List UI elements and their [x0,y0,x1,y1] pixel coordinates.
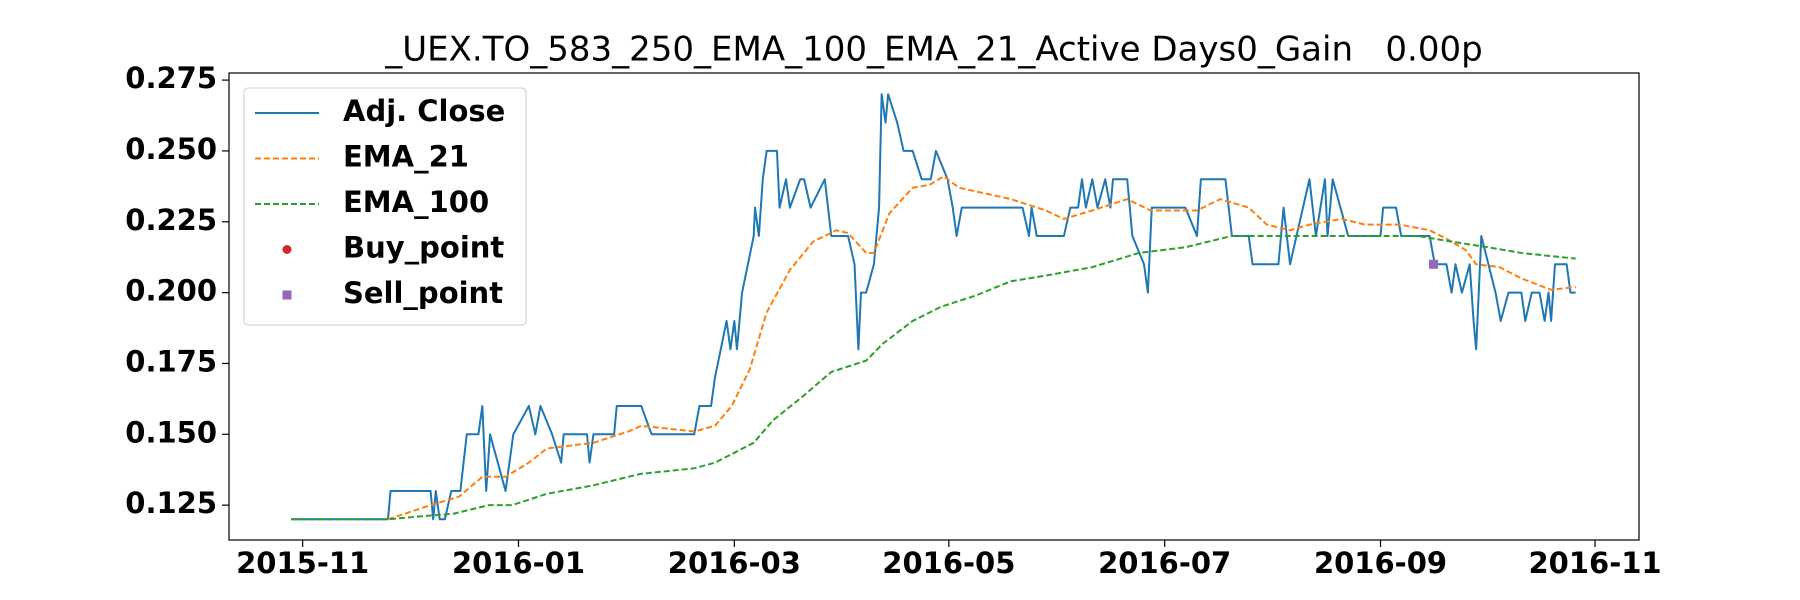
series-line [387,175,1576,521]
legend-label: EMA_21 [343,140,469,174]
y-tick-label: 0.200 [125,274,217,308]
y-tick-label: 0.125 [125,486,217,520]
x-tick-label: 2015-11 [236,546,369,580]
y-tick-label: 0.225 [125,203,217,237]
legend-box [243,87,527,326]
x-tick-label: 2016-11 [1529,546,1662,580]
x-tick-label: 2016-03 [668,546,801,580]
legend-label: Adj. Close [343,94,505,128]
legend-label: Sell_point [343,276,503,310]
y-tick-label: 0.150 [125,415,217,449]
x-tick-label: 2016-07 [1098,546,1231,580]
chart-title: _UEX.TO_583_250_EMA_100_EMA_21_Active Da… [384,30,1482,70]
x-tick-label: 2016-05 [882,546,1015,580]
data-point [1429,259,1439,269]
legend-swatch [282,290,292,300]
y-tick-label: 0.175 [125,344,217,378]
y-tick-label: 0.250 [125,132,217,166]
plot-area [291,93,1576,521]
series-line [291,93,1576,521]
legend: Adj. Close EMA_21 EMA_100 Buy_point Sell_poi… [243,87,527,326]
x-tick-label: 2016-09 [1314,546,1447,580]
y-tick-label: 0.275 [125,61,217,95]
x-tick-label: 2016-01 [452,546,585,580]
legend-label: EMA_100 [343,185,489,219]
legend-label: Buy_point [343,231,504,265]
legend-swatch [282,245,292,254]
axes-frame [228,72,1640,541]
